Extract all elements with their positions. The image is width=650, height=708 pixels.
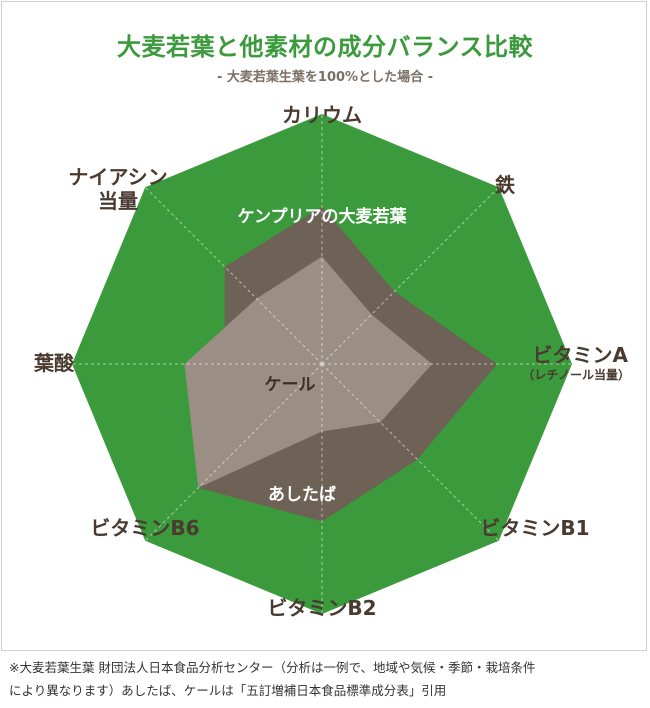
- chart-frame: [1, 1, 647, 651]
- axis-sublabel: （レチノール当量）: [522, 367, 630, 382]
- axis-label: ビタミンB2: [267, 596, 376, 620]
- series-area-3: [184, 256, 432, 488]
- axis-label: カリウム: [282, 103, 362, 127]
- axis-label: 葉酸: [33, 351, 75, 375]
- chart-subtitle: - 大麦若葉生葉を100%とした場合 -: [216, 70, 433, 85]
- chart-title: 大麦若葉と他素材の成分バランス比較: [116, 33, 534, 61]
- footnote: ※大麦若葉生葉 財団法人日本食品分析センター（分析は一例で、地域や気候・季節・栽…: [9, 656, 645, 702]
- footnote-line-1: ※大麦若葉生葉 財団法人日本食品分析センター（分析は一例で、地域や気候・季節・栽…: [9, 660, 536, 675]
- axis-label: ビタミンB6: [90, 516, 199, 540]
- axis-label: ナイアシン: [68, 165, 167, 189]
- series-label-2: あしたば: [268, 485, 336, 505]
- axis-label: ビタミンB1: [480, 516, 589, 540]
- axis-label: 鉄: [495, 173, 515, 197]
- axis-label: ビタミンA: [533, 343, 629, 367]
- series-label-1: ケンプリアの大麦若葉: [238, 206, 408, 227]
- footnote-line-2: により異なります）あしたば、ケールは「五訂増補日本食品標準成分表」引用: [9, 683, 447, 698]
- axis-sublabel: 当量: [98, 189, 138, 213]
- series-label-3: ケール: [265, 375, 316, 395]
